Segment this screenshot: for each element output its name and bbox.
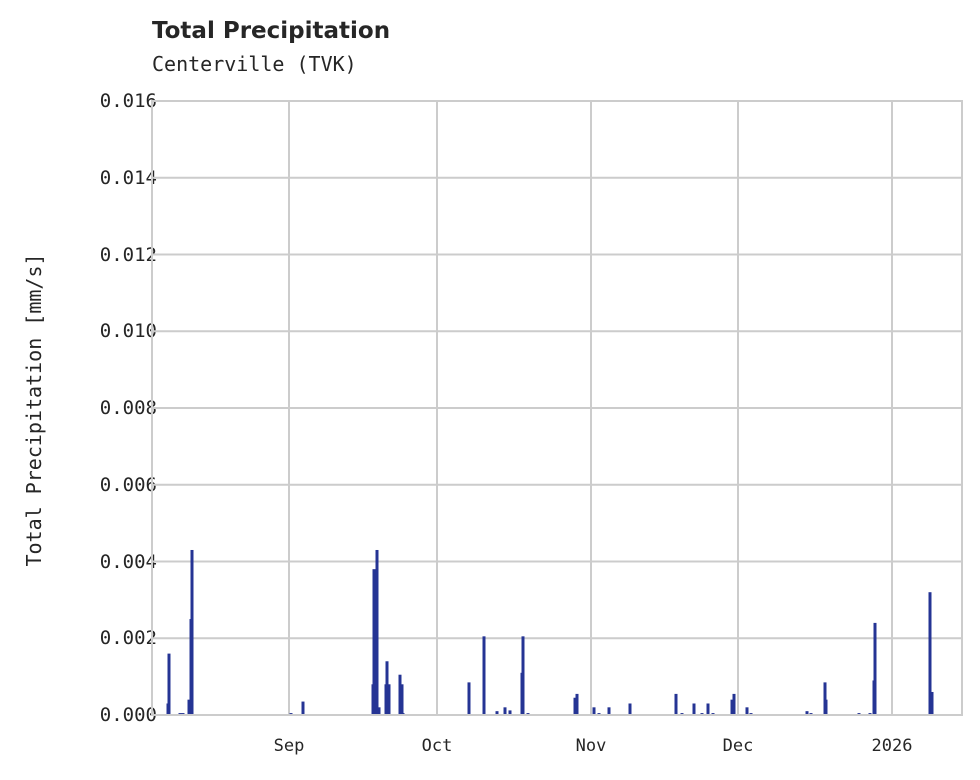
precip-bar xyxy=(745,707,749,715)
y-tick-label: 0.010 xyxy=(99,320,157,343)
precip-bar xyxy=(674,693,678,715)
precip-bar xyxy=(823,682,827,715)
gridlines xyxy=(152,101,962,715)
precip-bar xyxy=(928,592,932,715)
precip-bar xyxy=(575,693,579,715)
precip-bar xyxy=(301,701,305,715)
precip-bar xyxy=(482,636,486,715)
precip-bar xyxy=(373,599,377,715)
precip-bar xyxy=(503,707,507,715)
y-tick-label: 0.008 xyxy=(99,397,157,419)
y-tick-label: 0.012 xyxy=(99,243,157,266)
y-tick-label: 0.002 xyxy=(99,627,157,650)
precip-bar xyxy=(377,707,381,715)
y-tick-label: 0.014 xyxy=(99,166,157,189)
plot-frame xyxy=(151,100,963,716)
y-tick-label: 0.006 xyxy=(99,473,157,496)
precip-bar xyxy=(508,710,512,715)
precip-bar xyxy=(187,699,191,715)
precip-bar xyxy=(387,684,391,715)
precip-bar xyxy=(607,707,611,715)
precip-bar xyxy=(732,693,736,715)
precip-bar xyxy=(730,699,734,715)
y-tick-label: 0.000 xyxy=(99,704,157,726)
y-tick-label: 0.004 xyxy=(99,550,157,573)
x-tick-label: 2026 xyxy=(871,736,913,756)
chart-subtitle: Centerville (TVK) xyxy=(152,52,357,76)
precip-bar xyxy=(398,674,402,715)
x-tick-label: Sep xyxy=(273,736,305,756)
precip-bar xyxy=(805,711,809,715)
precip-bar xyxy=(385,661,389,715)
precip-bar xyxy=(824,699,828,715)
precip-bar xyxy=(628,703,632,715)
precipitation-bars xyxy=(166,549,934,715)
x-tick-label: Oct xyxy=(421,736,453,756)
precip-bar xyxy=(592,707,596,715)
precip-bar xyxy=(190,549,194,715)
precip-bar xyxy=(706,703,710,715)
precip-bar xyxy=(375,549,379,715)
x-tick-label: Dec xyxy=(722,736,754,756)
precip-bar xyxy=(521,636,525,715)
x-tick-label: Nov xyxy=(575,736,607,756)
y-tick-label: 0.016 xyxy=(99,90,157,112)
precip-bar xyxy=(467,682,471,715)
chart-title: Total Precipitation xyxy=(152,18,391,44)
precip-bar xyxy=(167,653,171,715)
precip-bar xyxy=(692,703,696,715)
precip-bar xyxy=(930,691,934,715)
precip-bar xyxy=(400,684,404,715)
precip-bar xyxy=(495,711,499,715)
precip-bar xyxy=(873,622,877,715)
precip-bar xyxy=(573,697,577,715)
